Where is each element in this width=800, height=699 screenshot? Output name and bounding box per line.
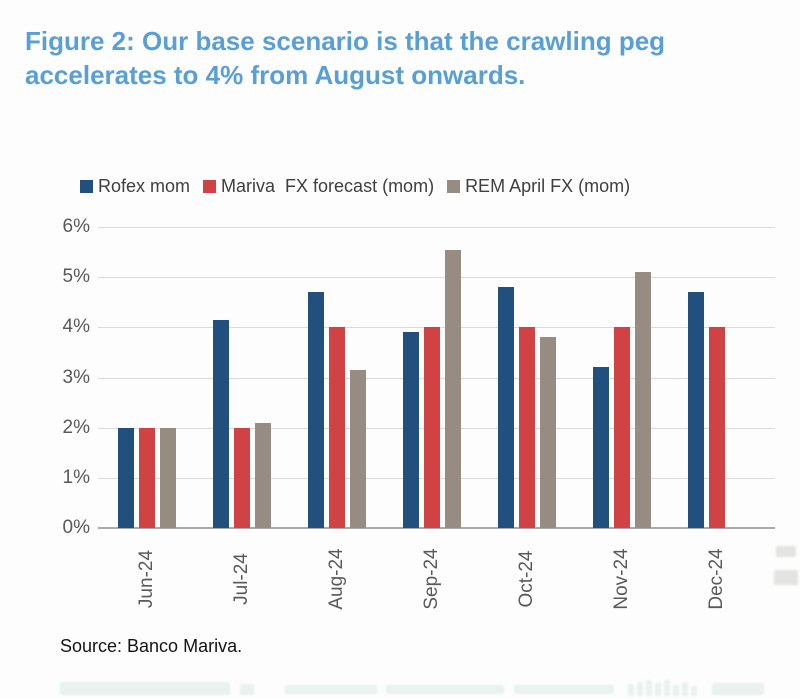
y-tick-label-0pct: 0% — [62, 517, 90, 538]
y-tick-label-4pct: 4% — [62, 316, 90, 338]
ghost-minibar-4 — [655, 683, 661, 696]
bar-oct-24-series-1 — [498, 287, 514, 528]
x-tick-label-jul-24: Jul-24 — [231, 553, 252, 605]
ghost-watermark-text-2 — [386, 685, 504, 694]
bar-sep-24-series-3 — [445, 250, 461, 528]
bar-aug-24-series-1 — [308, 292, 324, 528]
x-tick-label-sep-24: Sep-24 — [421, 548, 442, 610]
legend-swatch-icon — [447, 180, 461, 193]
legend-label: REM April FX (mom) — [465, 176, 631, 196]
bar-aug-24-series-3 — [350, 370, 366, 528]
gridline-5pct — [98, 277, 775, 279]
legend-label: Mariva FX forecast (mom) — [221, 176, 435, 196]
figure-title-line-2: accelerates to 4% from August onwards. — [25, 60, 526, 90]
ghost-minibar-1 — [628, 684, 634, 696]
bar-jun-24-series-3 — [160, 428, 176, 528]
legend-swatch-icon — [80, 180, 93, 193]
chart-legend: Rofex mom Mariva FX forecast (mom) REM Apr… — [80, 176, 780, 197]
ghost-minibar-5 — [664, 680, 670, 696]
legend-item-3: REM April FX (mom) — [447, 176, 630, 197]
y-tick-label-3pct: 3% — [62, 366, 90, 388]
x-tick-label-dec-24: Dec-24 — [706, 548, 727, 610]
x-tick-label-nov-24: Nov-24 — [611, 548, 632, 610]
ghost-watermark-block-2 — [240, 684, 254, 695]
bar-aug-24-series-2 — [329, 327, 345, 528]
y-tick-label-6pct: 6% — [62, 216, 90, 237]
chart-plot-area — [98, 227, 775, 529]
ghost-watermark-text-1 — [285, 685, 377, 694]
figure-title-line-1: Figure 2: Our base scenario is that the … — [25, 26, 666, 56]
bar-nov-24-series-2 — [614, 327, 630, 528]
bar-nov-24-series-1 — [593, 367, 609, 528]
y-tick-label-1pct: 1% — [62, 466, 90, 488]
bar-dec-24-series-1 — [688, 292, 704, 528]
ghost-minibar-7 — [682, 682, 688, 696]
figure-title: Figure 2: Our base scenario is that the … — [25, 24, 785, 92]
gridline-6pct — [98, 227, 775, 228]
bar-nov-24-series-3 — [635, 272, 651, 528]
x-tick-label-oct-24: Oct-24 — [516, 550, 537, 608]
bar-jun-24-series-1 — [118, 428, 134, 528]
x-tick-label-jun-24: Jun-24 — [136, 549, 157, 609]
ghost-watermark-block-1 — [60, 682, 230, 695]
ghost-minibar-8 — [691, 686, 697, 696]
ghost-smudge-right-2 — [774, 570, 798, 585]
source-note: Source: Banco Mariva. — [60, 636, 243, 656]
legend-item-2: Mariva FX forecast (mom) — [203, 176, 434, 197]
ghost-smudge-right-1 — [776, 546, 796, 557]
legend-item-1: Rofex mom — [80, 176, 190, 197]
bar-jul-24-series-3 — [255, 423, 271, 528]
bar-jun-24-series-2 — [139, 428, 155, 528]
legend-label: Rofex mom — [98, 176, 191, 196]
bar-sep-24-series-1 — [403, 332, 419, 528]
y-tick-label-2pct: 2% — [62, 416, 90, 438]
bar-oct-24-series-2 — [519, 327, 535, 528]
bar-dec-24-series-2 — [709, 327, 725, 528]
bar-jul-24-series-2 — [234, 428, 250, 528]
legend-swatch-icon — [203, 180, 217, 193]
x-tick-label-aug-24: Aug-24 — [326, 548, 347, 610]
y-tick-label-5pct: 5% — [62, 266, 90, 288]
bar-sep-24-series-2 — [424, 327, 440, 528]
ghost-watermark-block-3 — [712, 683, 764, 695]
x-axis-line — [98, 527, 775, 529]
ghost-watermark-text-3 — [514, 685, 614, 694]
bar-oct-24-series-3 — [540, 337, 556, 528]
ghost-minibar-2 — [637, 682, 643, 696]
ghost-minibar-6 — [673, 685, 679, 696]
ghost-minibar-3 — [646, 680, 652, 696]
bar-jul-24-series-1 — [213, 320, 229, 528]
